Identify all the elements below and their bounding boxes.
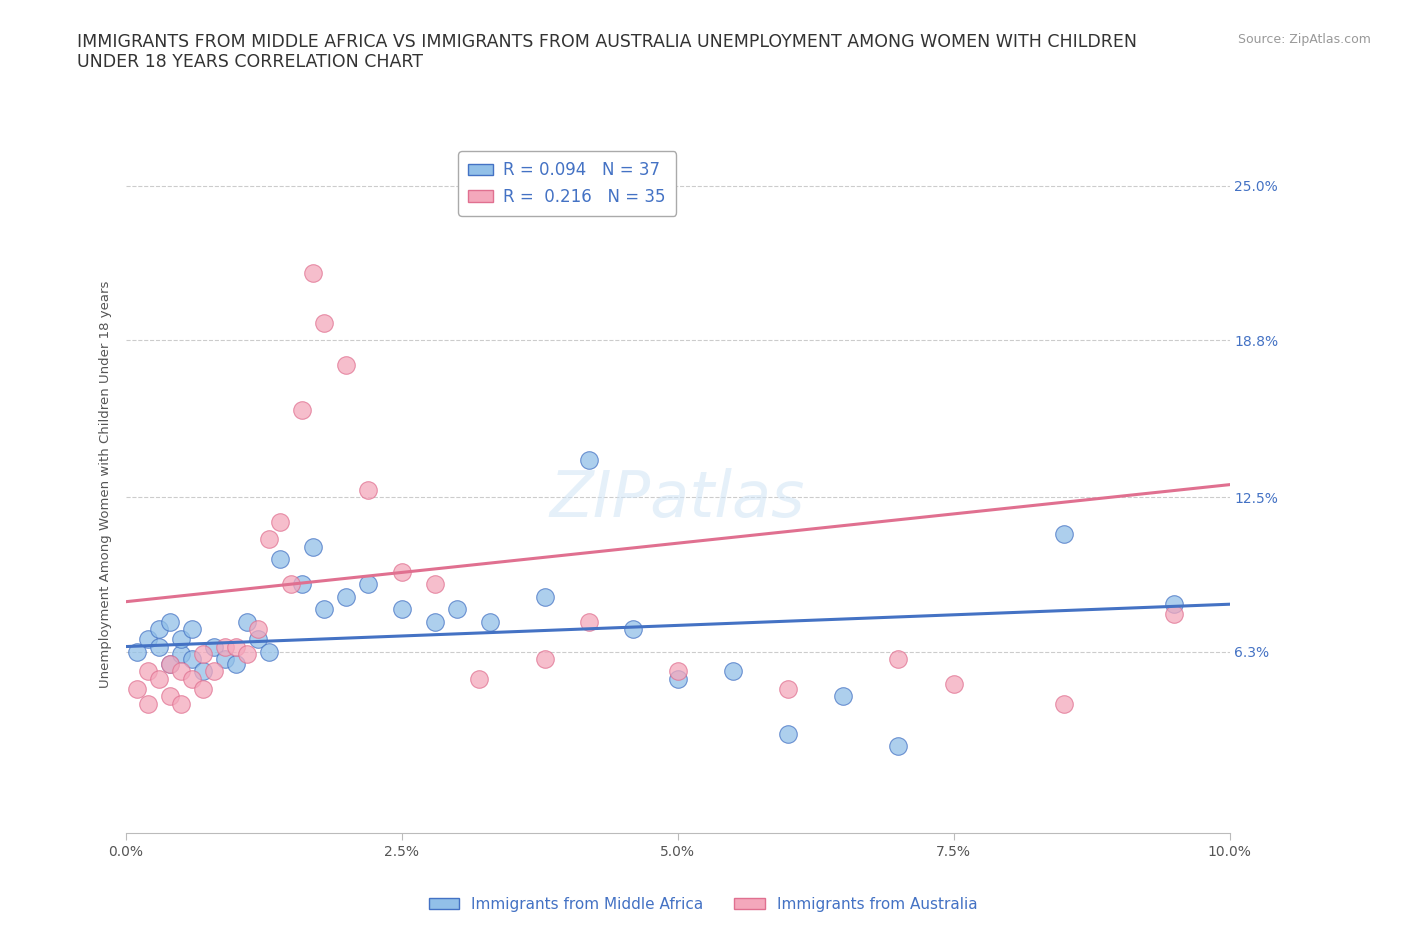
- Immigrants from Middle Africa: [534, 590, 557, 604]
- Immigrants from Middle Africa: [148, 621, 170, 636]
- Immigrants from Australia: [887, 652, 910, 667]
- Immigrants from Australia: [180, 671, 202, 686]
- Immigrants from Australia: [423, 577, 446, 591]
- Immigrants from Middle Africa: [721, 664, 744, 679]
- Immigrants from Middle Africa: [214, 652, 236, 667]
- Immigrants from Australia: [225, 639, 247, 654]
- Immigrants from Middle Africa: [357, 577, 380, 591]
- Immigrants from Middle Africa: [136, 631, 159, 646]
- Immigrants from Australia: [269, 514, 291, 529]
- Immigrants from Middle Africa: [180, 652, 202, 667]
- Immigrants from Australia: [280, 577, 302, 591]
- Immigrants from Middle Africa: [578, 452, 600, 467]
- Immigrants from Australia: [335, 358, 357, 373]
- Immigrants from Australia: [202, 664, 225, 679]
- Immigrants from Middle Africa: [1163, 597, 1185, 612]
- Immigrants from Middle Africa: [125, 644, 148, 659]
- Immigrants from Australia: [170, 664, 193, 679]
- Immigrants from Middle Africa: [776, 726, 799, 741]
- Immigrants from Australia: [214, 639, 236, 654]
- Immigrants from Australia: [1053, 697, 1076, 711]
- Immigrants from Middle Africa: [148, 639, 170, 654]
- Immigrants from Australia: [247, 621, 270, 636]
- Immigrants from Australia: [136, 664, 159, 679]
- Immigrants from Australia: [357, 482, 380, 497]
- Immigrants from Middle Africa: [478, 614, 501, 629]
- Immigrants from Australia: [942, 676, 965, 691]
- Text: IMMIGRANTS FROM MIDDLE AFRICA VS IMMIGRANTS FROM AUSTRALIA UNEMPLOYMENT AMONG WO: IMMIGRANTS FROM MIDDLE AFRICA VS IMMIGRA…: [77, 33, 1137, 72]
- Immigrants from Australia: [468, 671, 491, 686]
- Immigrants from Middle Africa: [621, 621, 644, 636]
- Immigrants from Middle Africa: [335, 590, 357, 604]
- Immigrants from Australia: [391, 565, 413, 579]
- Immigrants from Australia: [136, 697, 159, 711]
- Immigrants from Middle Africa: [423, 614, 446, 629]
- Immigrants from Middle Africa: [170, 646, 193, 661]
- Immigrants from Australia: [191, 682, 214, 697]
- Immigrants from Australia: [291, 403, 314, 418]
- Immigrants from Australia: [236, 646, 259, 661]
- Immigrants from Middle Africa: [832, 689, 855, 704]
- Immigrants from Middle Africa: [247, 631, 270, 646]
- Immigrants from Middle Africa: [236, 614, 259, 629]
- Immigrants from Australia: [666, 664, 689, 679]
- Immigrants from Middle Africa: [446, 602, 468, 617]
- Immigrants from Middle Africa: [159, 657, 181, 671]
- Immigrants from Middle Africa: [191, 664, 214, 679]
- Text: ZIPatlas: ZIPatlas: [550, 468, 806, 529]
- Immigrants from Middle Africa: [202, 639, 225, 654]
- Immigrants from Australia: [159, 657, 181, 671]
- Immigrants from Middle Africa: [180, 621, 202, 636]
- Immigrants from Australia: [578, 614, 600, 629]
- Immigrants from Australia: [257, 532, 280, 547]
- Immigrants from Australia: [302, 265, 325, 280]
- Immigrants from Middle Africa: [302, 539, 325, 554]
- Immigrants from Middle Africa: [314, 602, 336, 617]
- Immigrants from Middle Africa: [291, 577, 314, 591]
- Immigrants from Middle Africa: [391, 602, 413, 617]
- Immigrants from Middle Africa: [225, 657, 247, 671]
- Immigrants from Middle Africa: [269, 551, 291, 566]
- Legend: Immigrants from Middle Africa, Immigrants from Australia: Immigrants from Middle Africa, Immigrant…: [422, 891, 984, 918]
- Immigrants from Australia: [776, 682, 799, 697]
- Immigrants from Middle Africa: [666, 671, 689, 686]
- Immigrants from Middle Africa: [257, 644, 280, 659]
- Immigrants from Middle Africa: [887, 738, 910, 753]
- Text: Source: ZipAtlas.com: Source: ZipAtlas.com: [1237, 33, 1371, 46]
- Immigrants from Australia: [1163, 606, 1185, 621]
- Immigrants from Australia: [159, 689, 181, 704]
- Immigrants from Australia: [314, 315, 336, 330]
- Immigrants from Australia: [125, 682, 148, 697]
- Y-axis label: Unemployment Among Women with Children Under 18 years: Unemployment Among Women with Children U…: [100, 281, 112, 688]
- Immigrants from Australia: [191, 646, 214, 661]
- Immigrants from Australia: [148, 671, 170, 686]
- Immigrants from Middle Africa: [170, 631, 193, 646]
- Immigrants from Middle Africa: [1053, 527, 1076, 542]
- Legend: R = 0.094   N = 37, R =  0.216   N = 35: R = 0.094 N = 37, R = 0.216 N = 35: [458, 152, 676, 216]
- Immigrants from Australia: [170, 697, 193, 711]
- Immigrants from Middle Africa: [159, 614, 181, 629]
- Immigrants from Australia: [534, 652, 557, 667]
